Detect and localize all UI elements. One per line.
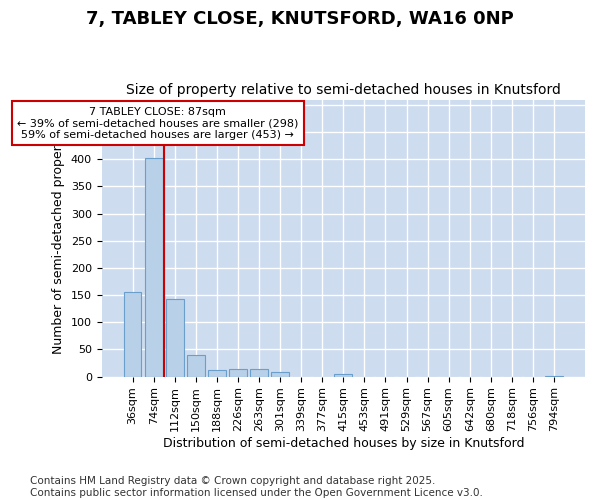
Bar bbox=[250, 369, 268, 376]
Bar bbox=[166, 299, 184, 376]
Bar bbox=[271, 372, 289, 376]
Bar bbox=[124, 292, 142, 376]
X-axis label: Distribution of semi-detached houses by size in Knutsford: Distribution of semi-detached houses by … bbox=[163, 437, 524, 450]
Text: Contains HM Land Registry data © Crown copyright and database right 2025.
Contai: Contains HM Land Registry data © Crown c… bbox=[30, 476, 483, 498]
Bar bbox=[208, 370, 226, 376]
Title: Size of property relative to semi-detached houses in Knutsford: Size of property relative to semi-detach… bbox=[126, 83, 561, 97]
Bar bbox=[145, 158, 163, 376]
Y-axis label: Number of semi-detached properties: Number of semi-detached properties bbox=[52, 122, 65, 354]
Bar bbox=[187, 355, 205, 376]
Bar bbox=[229, 369, 247, 376]
Text: 7 TABLEY CLOSE: 87sqm
← 39% of semi-detached houses are smaller (298)
59% of sem: 7 TABLEY CLOSE: 87sqm ← 39% of semi-deta… bbox=[17, 106, 299, 140]
Bar bbox=[334, 374, 352, 376]
Text: 7, TABLEY CLOSE, KNUTSFORD, WA16 0NP: 7, TABLEY CLOSE, KNUTSFORD, WA16 0NP bbox=[86, 10, 514, 28]
